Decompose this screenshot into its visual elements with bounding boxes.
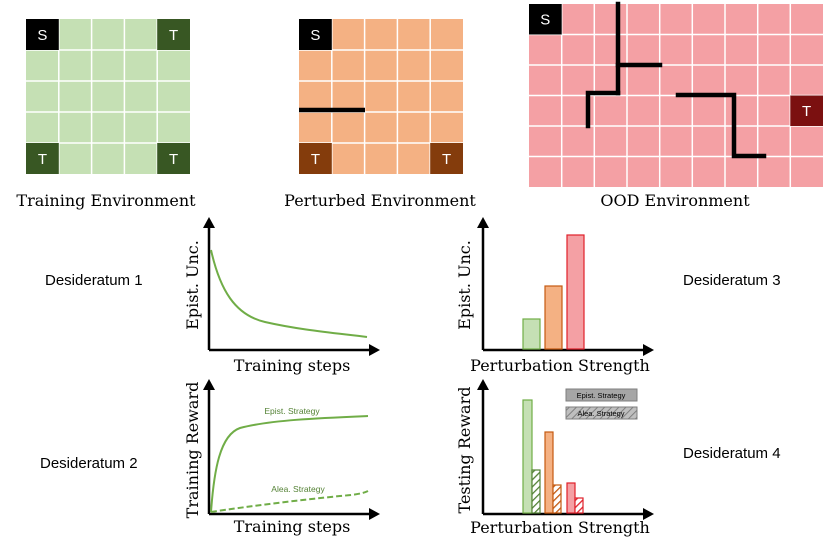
plot-3-y-label: Epist. Unc. xyxy=(455,240,474,330)
ood-target-cell xyxy=(790,95,823,126)
plot-2-alea-strategy-curve xyxy=(210,490,369,513)
training-start-cell xyxy=(26,19,59,50)
plot-4-bar-perturbed-epist xyxy=(544,431,554,514)
plot-1-uncertainty-curve xyxy=(210,249,368,338)
plot-1-y-arrow xyxy=(203,217,215,228)
plot-3-bar-training xyxy=(522,318,541,350)
ood-start-cell xyxy=(529,4,562,35)
plot-4-bar-training-epist xyxy=(522,399,533,514)
training-target-cell xyxy=(157,19,190,50)
desideratum-1-label: Desideratum 1 xyxy=(45,272,143,289)
ood-environment-title: OOD Environment xyxy=(600,191,750,210)
plot-2-x-label: Training steps xyxy=(234,517,351,536)
perturbed-target-label: T xyxy=(442,151,451,168)
training-start-label: S xyxy=(37,27,47,44)
plot-3-x-arrow xyxy=(643,344,654,356)
plot-1-y-label: Epist. Unc. xyxy=(183,240,202,330)
plot-2-epist-strategy-curve xyxy=(210,415,369,513)
plot-4-legend-alea-label: Alea. Strategy xyxy=(577,409,624,418)
plot-4-bar-training-alea xyxy=(531,469,541,514)
plot-2-training-reward: Epist. Strategy Alea. Strategy Training … xyxy=(183,379,380,536)
plot-3-y-arrow xyxy=(477,217,489,228)
plot-2-epist-label: Epist. Strategy xyxy=(264,406,320,416)
training-target-label: T xyxy=(169,151,178,168)
perturbed-start-cell xyxy=(299,19,332,50)
plot-2-y-label: Training Reward xyxy=(183,382,202,519)
plot-1-x-arrow xyxy=(369,344,380,356)
training-target-cell xyxy=(26,143,59,174)
plot-4-legend-epist-label: Epist. Strategy xyxy=(577,391,626,400)
training-target-cell xyxy=(157,143,190,174)
ood-walls xyxy=(585,1,767,159)
plot-4-legend-epist-swatch xyxy=(565,388,638,402)
desideratum-2-label: Desideratum 2 xyxy=(40,455,138,472)
plot-2-alea-label: Alea. Strategy xyxy=(271,484,325,494)
plot-2-x-arrow xyxy=(369,508,380,520)
training-environment-title: Training Environment xyxy=(16,191,196,210)
training-environment: S T T T Training Environment xyxy=(16,19,196,210)
perturbed-environment-title: Perturbed Environment xyxy=(284,191,476,210)
plot-4-x-arrow xyxy=(643,508,654,520)
ood-wall xyxy=(585,90,621,129)
plot-2-y-arrow xyxy=(203,379,215,390)
plot-1-x-label: Training steps xyxy=(234,356,351,375)
plot-4-x-label: Perturbation Strength xyxy=(470,518,650,537)
plot-4-y-label: Testing Reward xyxy=(455,387,474,514)
plot-1-epistemic-uncertainty-training: Epist. Unc. Training steps xyxy=(183,217,380,375)
ood-wall xyxy=(675,92,767,159)
plot-4-bar-ood-alea xyxy=(574,497,584,514)
plot-3-bar-ood xyxy=(566,234,585,350)
plot-4-testing-reward: Epist. Strategy Alea. Strategy Testing R… xyxy=(455,379,654,537)
plot-4-bar-perturbed-alea xyxy=(552,484,562,514)
plot-4-y-arrow xyxy=(477,379,489,390)
perturbed-start-label: S xyxy=(310,27,320,44)
ood-target-label: T xyxy=(802,103,811,120)
training-target-label: T xyxy=(169,27,178,44)
desideratum-3-label: Desideratum 3 xyxy=(683,272,781,289)
perturbed-environment: S T T Perturbed Environment xyxy=(284,19,476,210)
training-target-label: T xyxy=(38,151,47,168)
desideratum-4-label: Desideratum 4 xyxy=(683,445,781,462)
ood-environment: S T OOD Environment xyxy=(529,1,823,210)
perturbed-target-label: T xyxy=(311,151,320,168)
perturbed-target-cell xyxy=(299,143,332,174)
ood-start-label: S xyxy=(540,12,550,29)
plot-4-legend-alea-swatch xyxy=(565,406,638,420)
plot-3-bar-perturbed xyxy=(544,285,563,350)
perturbed-target-cell xyxy=(430,143,463,174)
plot-4-bar-ood-epist xyxy=(566,482,576,514)
plot-3-epistemic-uncertainty-perturbation: Epist. Unc. Perturbation Strength xyxy=(455,217,654,375)
plot-3-x-label: Perturbation Strength xyxy=(470,356,650,375)
